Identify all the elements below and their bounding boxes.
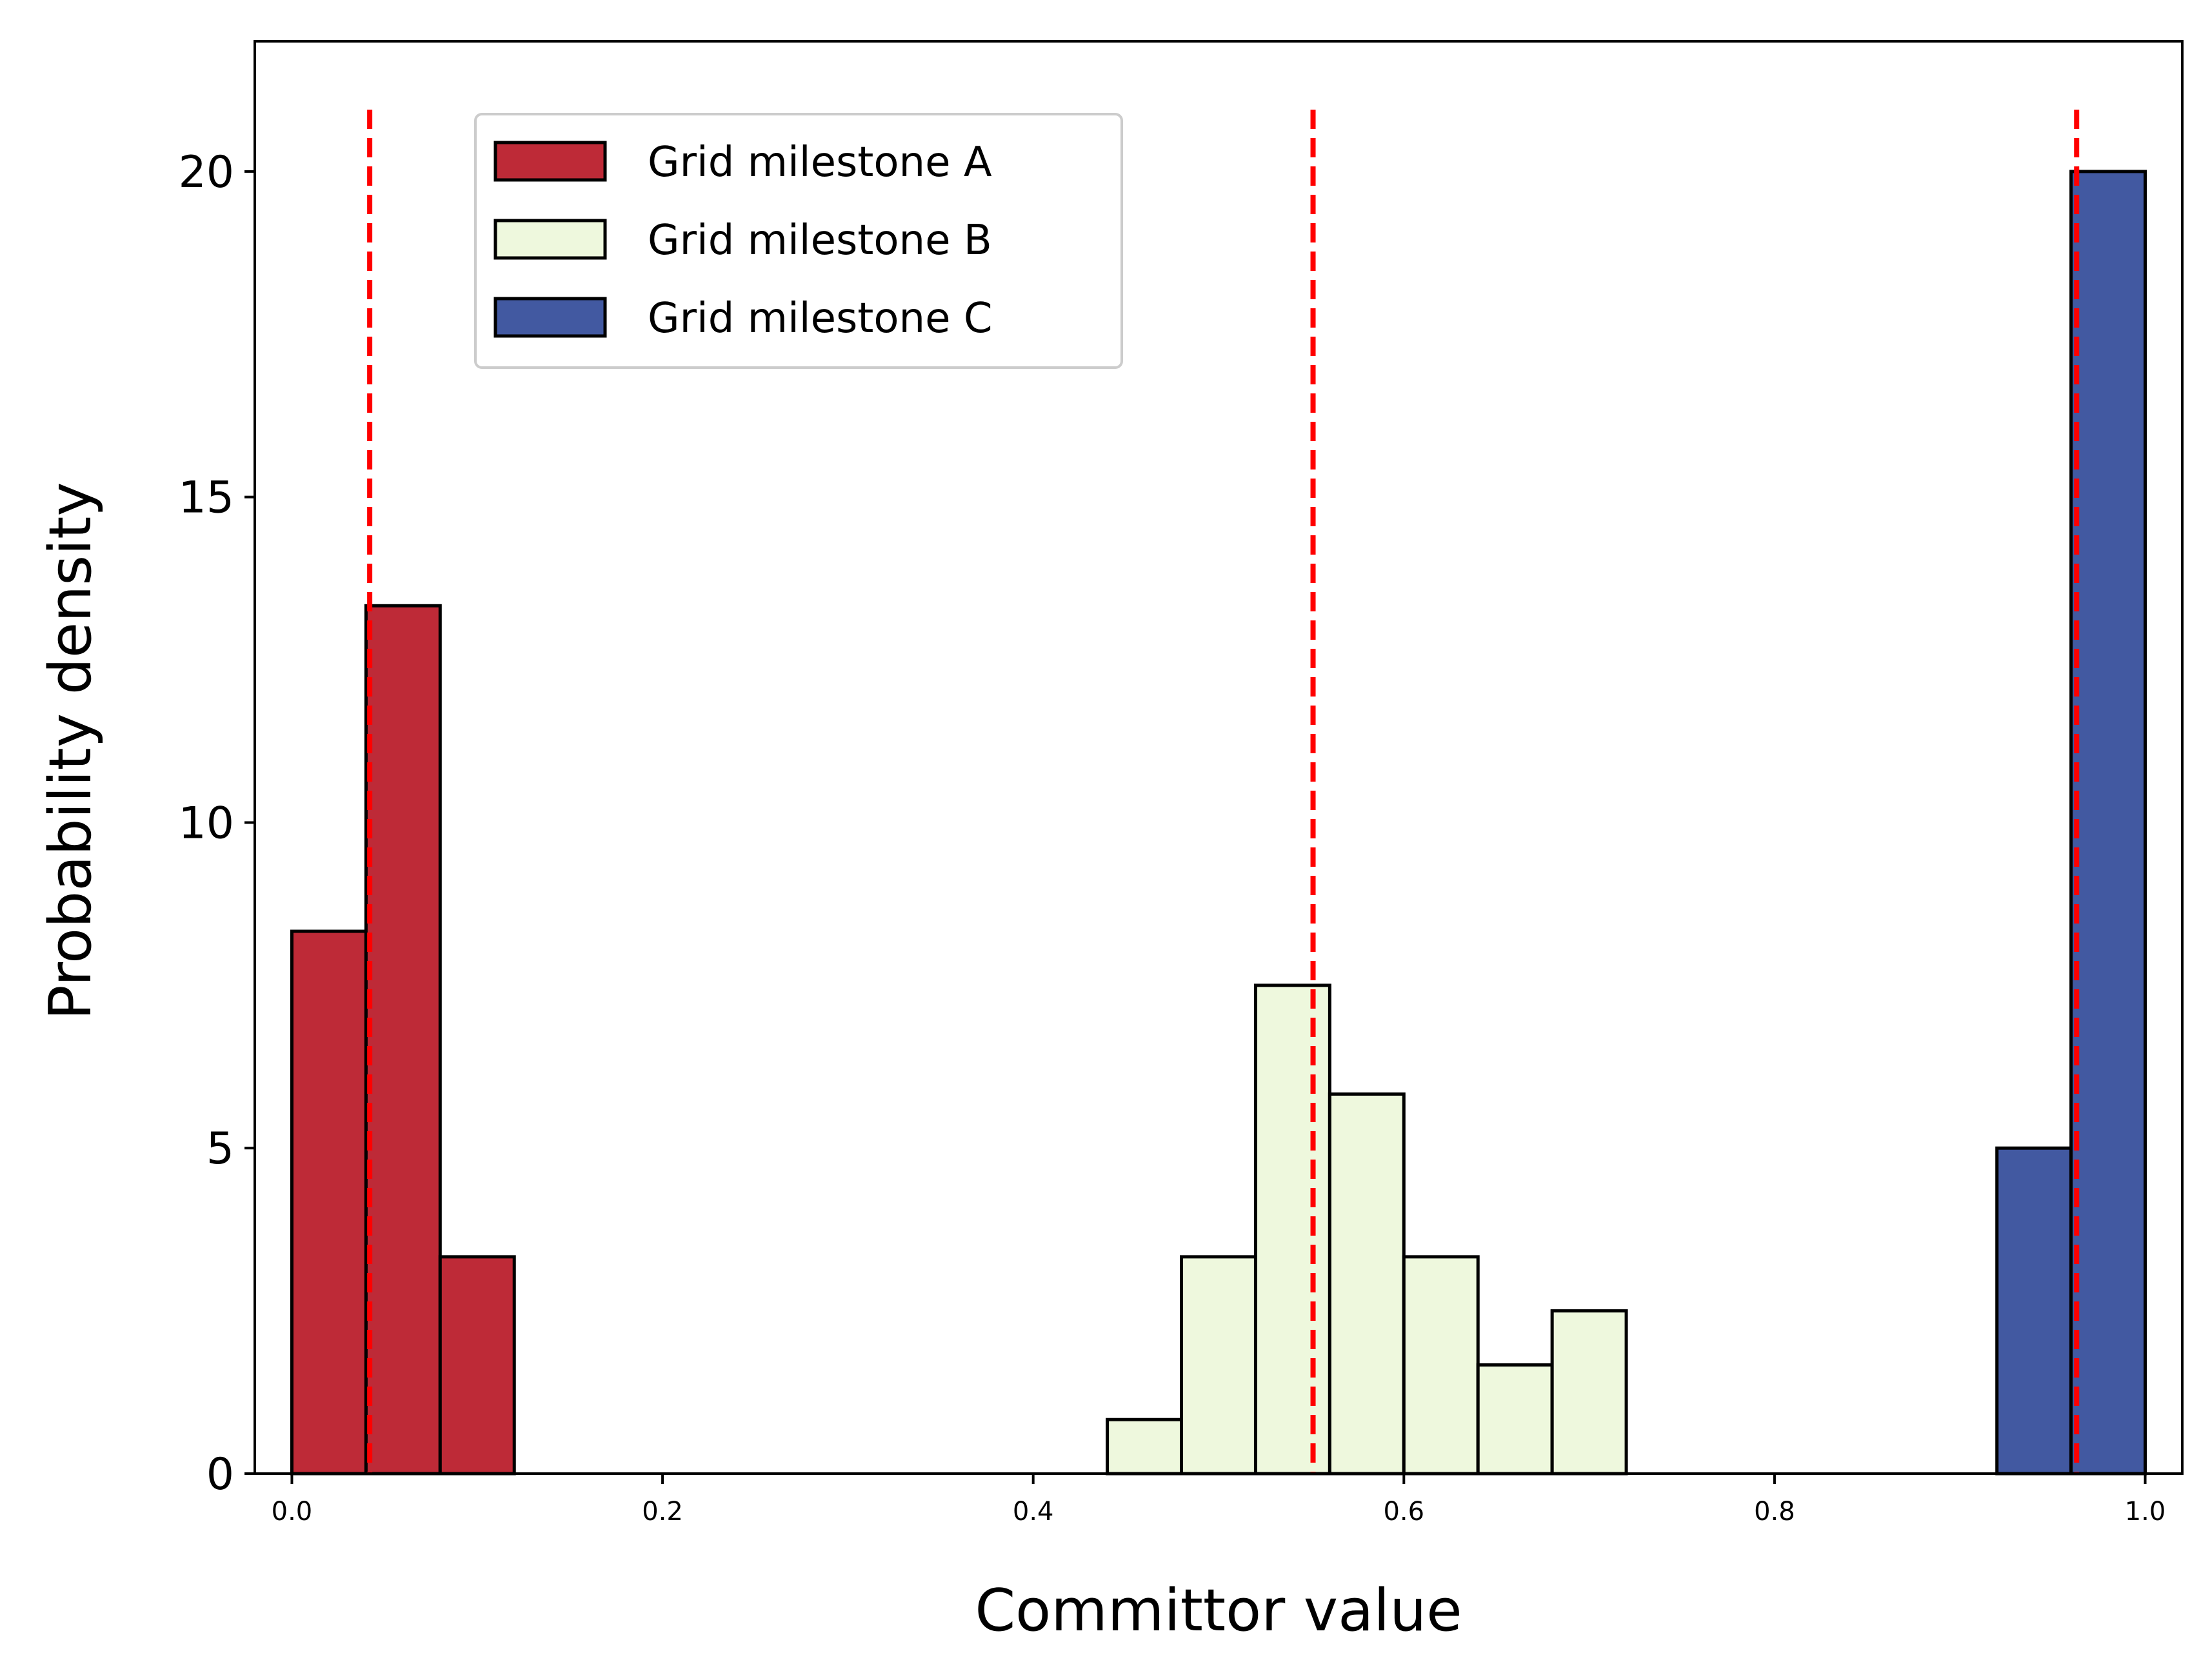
histogram-bar-b-5: [1402, 1255, 1480, 1476]
histogram-bar-b-6: [1476, 1363, 1554, 1476]
legend-label-c: Grid milestone C: [648, 295, 993, 342]
y-tick-label-4: 15: [178, 473, 234, 524]
y-tick-label-5: 20: [178, 147, 234, 198]
x-tick-label-5: 0.8: [1754, 1497, 1795, 1527]
ticks-layer: 0.0 0.2 0.4 0.6 0.8 1.0 0 5 10 15 20: [178, 147, 2165, 1527]
histogram-bar-c-2: [2069, 170, 2147, 1476]
histogram-bar-b-7: [1550, 1309, 1628, 1476]
histogram-bar-b-2: [1180, 1255, 1257, 1476]
legend-label-b: Grid milestone B: [648, 217, 992, 264]
bars-layer: [290, 170, 2147, 1476]
reference-lines-layer: [367, 110, 2080, 1474]
histogram-bar-a-1: [290, 929, 368, 1476]
legend: Grid milestone A Grid milestone B Grid mil…: [474, 113, 1123, 369]
legend-swatch-c: [493, 297, 607, 338]
x-tick-label-3: 0.4: [1013, 1497, 1054, 1527]
x-tick-label-1: 0.0: [272, 1497, 313, 1527]
y-tick-label-1: 0: [206, 1449, 234, 1500]
y-tick-label-3: 10: [178, 798, 234, 849]
histogram-bar-a-2: [364, 604, 442, 1476]
legend-box: [474, 113, 1123, 369]
y-tick-label-2: 5: [206, 1123, 234, 1174]
histogram-bar-b-3: [1253, 983, 1331, 1476]
legend-swatch-b: [493, 219, 607, 260]
y-axis-label: Probability density: [37, 482, 105, 1020]
x-axis-label: Committor value: [975, 1577, 1462, 1645]
histogram-bar-b-1: [1106, 1418, 1184, 1476]
histogram-bar-a-3: [438, 1255, 516, 1476]
legend-label-a: Grid milestone A: [648, 139, 992, 186]
plot-frame: [254, 40, 2184, 1475]
x-tick-label-2: 0.2: [642, 1497, 683, 1527]
histogram-bar-c-1: [1995, 1146, 2073, 1476]
x-tick-label-4: 0.6: [1383, 1497, 1424, 1527]
histogram-bar-b-4: [1328, 1092, 1406, 1476]
x-tick-label-6: 1.0: [2125, 1497, 2166, 1527]
legend-swatch-a: [493, 141, 607, 182]
